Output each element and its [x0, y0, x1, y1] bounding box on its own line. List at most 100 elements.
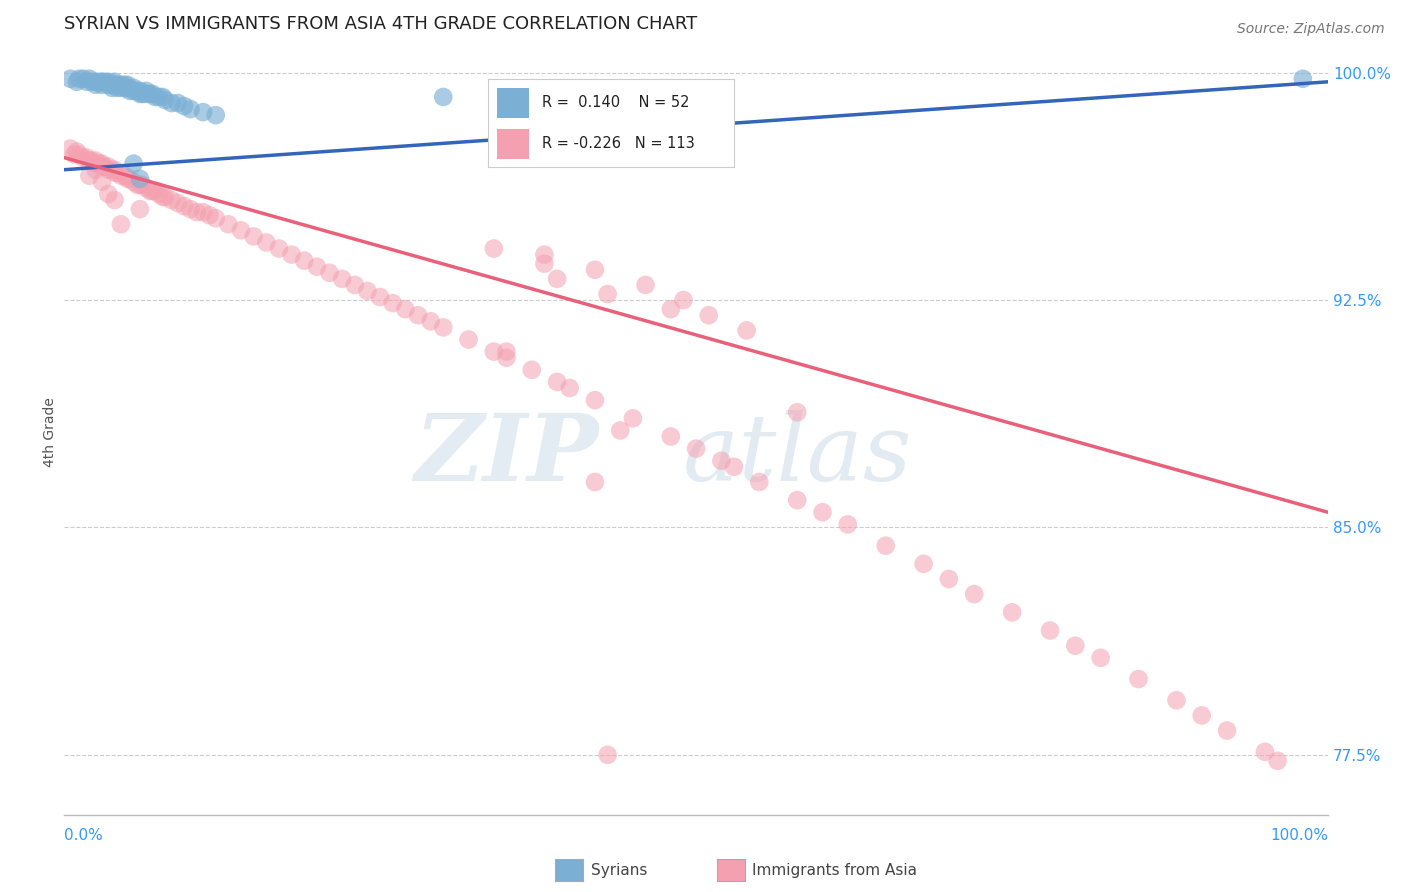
Point	[432, 320, 454, 334]
Point	[1216, 723, 1239, 738]
Point	[368, 290, 391, 304]
Point	[381, 296, 404, 310]
Point	[139, 184, 162, 198]
Point	[104, 166, 127, 180]
Point	[533, 247, 555, 261]
Point	[558, 381, 581, 395]
Point	[91, 78, 114, 92]
Point	[672, 293, 695, 307]
Point	[1064, 639, 1087, 653]
Point	[127, 84, 149, 98]
Point	[104, 193, 127, 207]
Point	[1254, 745, 1277, 759]
Point	[1039, 624, 1062, 638]
Point	[330, 272, 353, 286]
Point	[59, 141, 82, 155]
Point	[495, 344, 517, 359]
Point	[76, 75, 98, 89]
Text: 100.0%: 100.0%	[1270, 828, 1329, 843]
Point	[110, 78, 132, 92]
Point	[242, 229, 264, 244]
Point	[148, 186, 170, 201]
Point	[84, 75, 107, 89]
Point	[786, 405, 808, 419]
Point	[122, 175, 145, 189]
Point	[135, 181, 157, 195]
Point	[101, 162, 124, 177]
Point	[84, 156, 107, 170]
Point	[596, 287, 619, 301]
Point	[89, 75, 111, 89]
Point	[1292, 71, 1315, 86]
Point	[91, 75, 114, 89]
Point	[533, 257, 555, 271]
Point	[546, 375, 568, 389]
Point	[173, 99, 195, 113]
Point	[938, 572, 960, 586]
Point	[66, 75, 89, 89]
Point	[114, 80, 136, 95]
Point	[118, 171, 141, 186]
Point	[280, 247, 302, 261]
Point	[1090, 650, 1112, 665]
Point	[394, 302, 416, 317]
Point	[104, 75, 127, 89]
Point	[79, 153, 101, 168]
Point	[131, 87, 153, 101]
Point	[129, 171, 152, 186]
Point	[127, 178, 149, 192]
Point	[204, 108, 226, 122]
Point	[153, 190, 176, 204]
Text: SYRIAN VS IMMIGRANTS FROM ASIA 4TH GRADE CORRELATION CHART: SYRIAN VS IMMIGRANTS FROM ASIA 4TH GRADE…	[65, 15, 697, 33]
Point	[117, 80, 139, 95]
Point	[72, 71, 94, 86]
Point	[117, 78, 139, 92]
Point	[105, 80, 128, 95]
Point	[72, 151, 94, 165]
Point	[166, 196, 188, 211]
Point	[697, 308, 720, 322]
Point	[621, 411, 644, 425]
Text: ZIP: ZIP	[415, 410, 599, 500]
Point	[419, 314, 441, 328]
Point	[122, 156, 145, 170]
Point	[406, 308, 429, 322]
Point	[122, 80, 145, 95]
Point	[105, 78, 128, 92]
Point	[141, 87, 163, 101]
Point	[786, 493, 808, 508]
Point	[596, 747, 619, 762]
Point	[66, 145, 89, 159]
Point	[659, 302, 682, 317]
Point	[160, 95, 183, 110]
Point	[1191, 708, 1213, 723]
Point	[1267, 754, 1289, 768]
Point	[139, 87, 162, 101]
Point	[114, 78, 136, 92]
Y-axis label: 4th Grade: 4th Grade	[44, 397, 58, 467]
Point	[217, 217, 239, 231]
Point	[583, 262, 606, 277]
Point	[91, 156, 114, 170]
Point	[104, 78, 127, 92]
Text: 0.0%: 0.0%	[65, 828, 103, 843]
Point	[710, 454, 733, 468]
Point	[811, 505, 834, 519]
Point	[91, 175, 114, 189]
Point	[495, 351, 517, 365]
Text: atlas: atlas	[682, 410, 912, 500]
Point	[67, 147, 90, 161]
Point	[152, 190, 174, 204]
Point	[105, 166, 128, 180]
Point	[63, 147, 86, 161]
Point	[91, 160, 114, 174]
Point	[79, 169, 101, 183]
Point	[104, 162, 127, 177]
Point	[179, 102, 201, 116]
Point	[1001, 605, 1024, 619]
Point	[432, 90, 454, 104]
Point	[143, 184, 166, 198]
Point	[153, 93, 176, 107]
Point	[292, 253, 315, 268]
Point	[84, 162, 107, 177]
